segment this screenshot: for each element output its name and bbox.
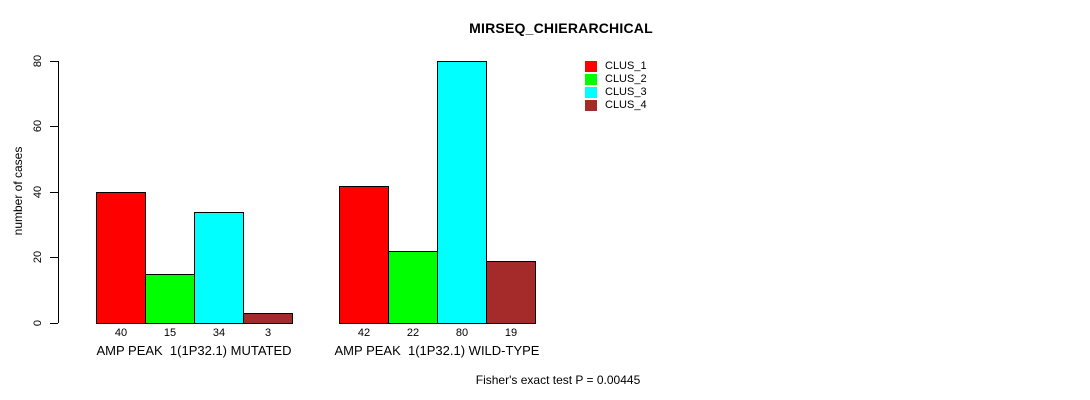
bar-value-label: 22 xyxy=(406,327,420,339)
legend-item-clus_4: CLUS_4 xyxy=(585,99,647,112)
legend-swatch-icon xyxy=(585,100,597,111)
bar-value-label: 34 xyxy=(212,327,226,339)
bar-clus_4-group1 xyxy=(243,313,293,324)
y-tick-mark xyxy=(50,257,58,258)
bar-clus_1-group1 xyxy=(96,192,146,324)
bar-clus_3-group2 xyxy=(437,61,487,324)
category-label-group1: AMP PEAK 1(1P32.1) MUTATED xyxy=(96,343,292,358)
chart-title: MIRSEQ_CHIERARCHICAL xyxy=(469,20,653,36)
y-tick-mark xyxy=(50,126,58,127)
y-axis-label: number of cases xyxy=(11,146,25,236)
y-tick-label: 0 xyxy=(32,319,44,327)
legend-item-clus_2: CLUS_2 xyxy=(585,73,647,86)
y-tick-label: 80 xyxy=(32,54,44,68)
y-tick-label: 40 xyxy=(32,185,44,199)
legend: CLUS_1 CLUS_2 CLUS_3 CLUS_4 xyxy=(585,60,647,112)
legend-swatch-icon xyxy=(585,74,597,85)
y-tick-label: 20 xyxy=(32,250,44,264)
bar-clus_3-group1 xyxy=(194,212,244,324)
y-tick-mark xyxy=(50,323,58,324)
legend-item-clus_3: CLUS_3 xyxy=(585,86,647,99)
legend-label: CLUS_4 xyxy=(605,99,647,111)
fisher-test-annotation: Fisher's exact test P = 0.00445 xyxy=(475,373,641,387)
y-tick-mark xyxy=(50,192,58,193)
legend-item-clus_1: CLUS_1 xyxy=(585,60,647,73)
legend-swatch-icon xyxy=(585,87,597,98)
legend-swatch-icon xyxy=(585,61,597,72)
legend-label: CLUS_1 xyxy=(605,60,647,72)
y-tick-mark xyxy=(50,61,58,62)
bar-clus_2-group2 xyxy=(388,251,438,324)
legend-label: CLUS_3 xyxy=(605,86,647,98)
bar-clus_4-group2 xyxy=(486,261,536,324)
bar-value-label: 15 xyxy=(163,327,177,339)
bar-clus_1-group2 xyxy=(339,186,389,324)
y-axis-line xyxy=(58,61,59,323)
legend-label: CLUS_2 xyxy=(605,73,647,85)
bar-value-label: 3 xyxy=(264,327,272,339)
bar-clus_2-group1 xyxy=(145,274,195,324)
bar-value-label: 80 xyxy=(455,327,469,339)
bar-value-label: 42 xyxy=(357,327,371,339)
y-tick-label: 60 xyxy=(32,119,44,133)
bar-value-label: 19 xyxy=(504,327,518,339)
bar-value-label: 40 xyxy=(114,327,128,339)
category-label-group2: AMP PEAK 1(1P32.1) WILD-TYPE xyxy=(334,343,540,358)
